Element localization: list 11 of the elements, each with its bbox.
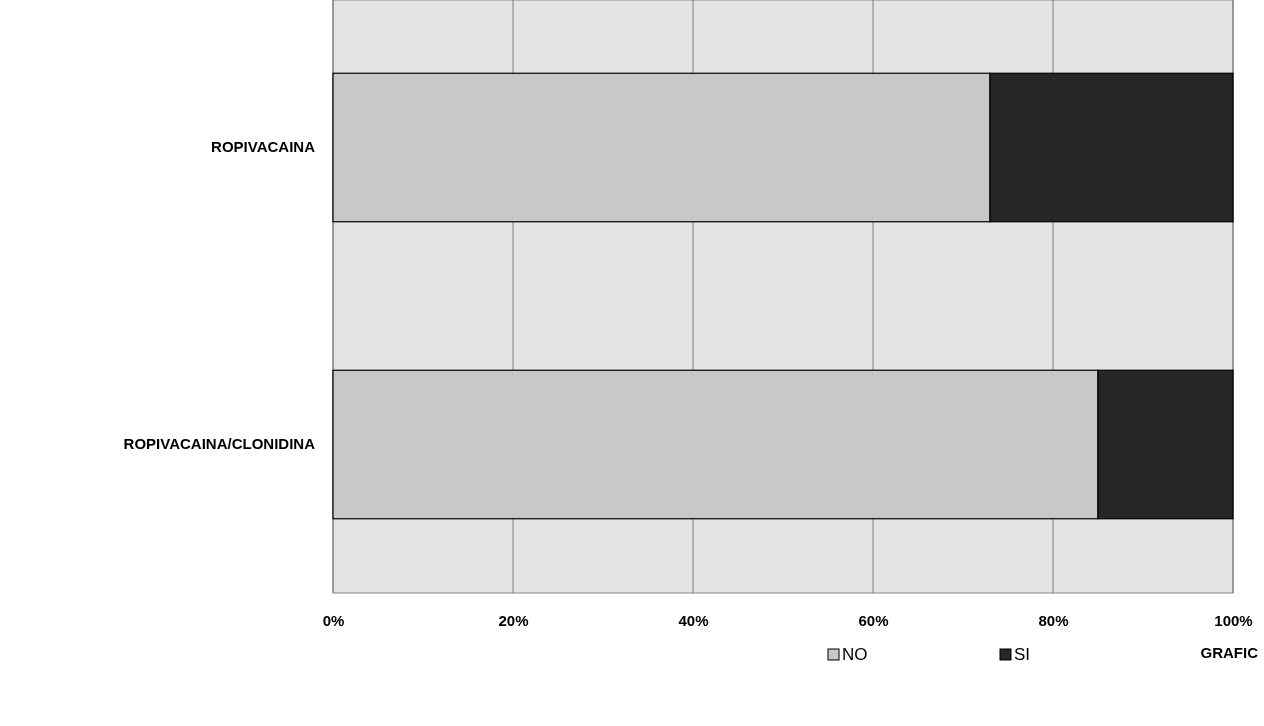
legend-label: SI (1014, 645, 1031, 664)
x-tick-label: 0% (322, 611, 345, 629)
x-tick-label: 20% (498, 611, 529, 629)
y-tick-label: ROPIVACAINA (211, 138, 316, 156)
legend-label: NO (842, 645, 868, 664)
x-tick-label: 100% (1214, 611, 1253, 629)
x-tick-label: 80% (1038, 611, 1069, 629)
y-tick-label: ROPIVACAINA/CLONIDINA (123, 435, 316, 453)
text: GRAFIC (1200, 644, 1259, 661)
x-tick-label: 40% (678, 611, 709, 629)
x-tick-label: 60% (858, 611, 889, 629)
